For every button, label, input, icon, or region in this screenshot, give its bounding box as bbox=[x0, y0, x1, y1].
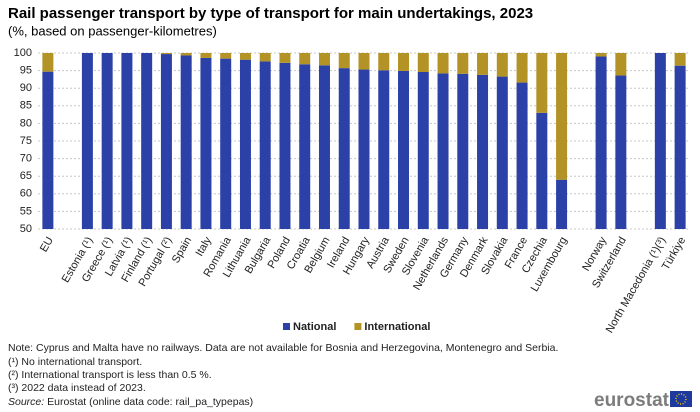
y-tick-label: 50 bbox=[20, 223, 32, 235]
y-tick-label: 55 bbox=[20, 205, 32, 217]
bar-segment bbox=[318, 53, 330, 66]
bar-segment bbox=[220, 53, 232, 59]
bar-segment bbox=[536, 53, 548, 113]
bar-segment bbox=[160, 54, 172, 229]
bar-segment bbox=[279, 53, 291, 63]
bar-segment bbox=[200, 57, 212, 229]
bar-segment bbox=[595, 53, 607, 57]
bar-segment bbox=[654, 53, 666, 229]
y-tick-label: 80 bbox=[20, 117, 32, 129]
bar-segment bbox=[318, 65, 330, 229]
bar-segment bbox=[556, 53, 568, 180]
bar-segment bbox=[299, 64, 311, 229]
bar-segment bbox=[101, 53, 113, 229]
bar-segment bbox=[239, 59, 251, 229]
bar-segment bbox=[457, 53, 469, 74]
bar-segment bbox=[378, 53, 390, 71]
bar-segment bbox=[180, 53, 192, 56]
legend-swatch bbox=[283, 323, 290, 330]
bar-segment bbox=[398, 70, 410, 230]
y-tick-label: 85 bbox=[20, 100, 32, 112]
bar-segment bbox=[516, 53, 528, 83]
bar-segment bbox=[259, 53, 271, 62]
note: Note: Cyprus and Malta have no railways.… bbox=[8, 342, 558, 354]
bar-segment bbox=[417, 53, 429, 73]
bar-segment bbox=[556, 179, 568, 229]
legend-label: International bbox=[364, 321, 430, 333]
y-tick-label: 60 bbox=[20, 188, 32, 200]
bar-segment bbox=[338, 68, 350, 229]
bar-segment bbox=[615, 75, 627, 229]
bar-segment bbox=[42, 71, 54, 229]
bar-segment bbox=[477, 53, 489, 75]
flag bbox=[670, 391, 692, 407]
bar-segment bbox=[239, 53, 251, 60]
bar-segment bbox=[457, 73, 469, 229]
bar-segment bbox=[141, 53, 153, 229]
note: (¹) No international transport. bbox=[8, 356, 142, 368]
bar-segment bbox=[516, 82, 528, 230]
bar-segment bbox=[496, 76, 508, 229]
y-tick-label: 95 bbox=[20, 65, 32, 77]
source-text: Eurostat (online data code: rail_pa_type… bbox=[44, 396, 253, 408]
y-tick-label: 100 bbox=[14, 47, 32, 59]
bar-segment bbox=[398, 53, 410, 71]
chart-title: Rail passenger transport by type of tran… bbox=[8, 5, 533, 22]
source-label: Source: bbox=[8, 396, 44, 408]
bar-segment bbox=[417, 72, 429, 230]
bar-segment bbox=[358, 69, 370, 229]
bar-segment bbox=[536, 112, 548, 229]
bar-segment bbox=[279, 62, 291, 229]
y-tick-label: 70 bbox=[20, 153, 32, 165]
legend-swatch bbox=[354, 323, 362, 330]
bar-segment bbox=[437, 53, 449, 74]
bar-segment bbox=[42, 53, 54, 72]
bar-segment bbox=[615, 53, 627, 76]
bar-segment bbox=[674, 65, 686, 229]
bar-segment bbox=[121, 53, 133, 229]
y-tick-label: 75 bbox=[20, 135, 32, 147]
note: (³) 2022 data instead of 2023. bbox=[8, 382, 146, 394]
bar-segment bbox=[81, 53, 93, 229]
eu-flag bbox=[670, 391, 692, 407]
bar-segment bbox=[358, 53, 370, 70]
note: (²) International transport is less than… bbox=[8, 369, 212, 381]
bar-segment bbox=[437, 73, 449, 229]
logo: eurostat bbox=[594, 390, 670, 411]
source: Source: Eurostat (online data code: rail… bbox=[8, 396, 253, 408]
y-tick-label: 65 bbox=[20, 170, 32, 182]
bar-segment bbox=[477, 74, 489, 229]
chart-subtitle: (%, based on passenger-kilometres) bbox=[8, 23, 217, 38]
bar-segment bbox=[299, 53, 311, 65]
bar-segment bbox=[595, 56, 607, 229]
bar-segment bbox=[259, 61, 271, 230]
bar-segment bbox=[180, 55, 192, 229]
bar-segment bbox=[200, 53, 212, 58]
bar-segment bbox=[160, 53, 172, 55]
bar-segment bbox=[378, 70, 390, 229]
bar-segment bbox=[338, 53, 350, 69]
x-tick-label: EU bbox=[38, 235, 56, 254]
bar-segment bbox=[496, 53, 508, 77]
y-tick-label: 90 bbox=[20, 82, 32, 94]
bar-segment bbox=[220, 58, 232, 229]
legend-label: National bbox=[293, 321, 336, 333]
x-tick-label: Spain bbox=[170, 235, 194, 265]
flag-stars bbox=[675, 393, 687, 405]
bar-segment bbox=[674, 53, 686, 66]
